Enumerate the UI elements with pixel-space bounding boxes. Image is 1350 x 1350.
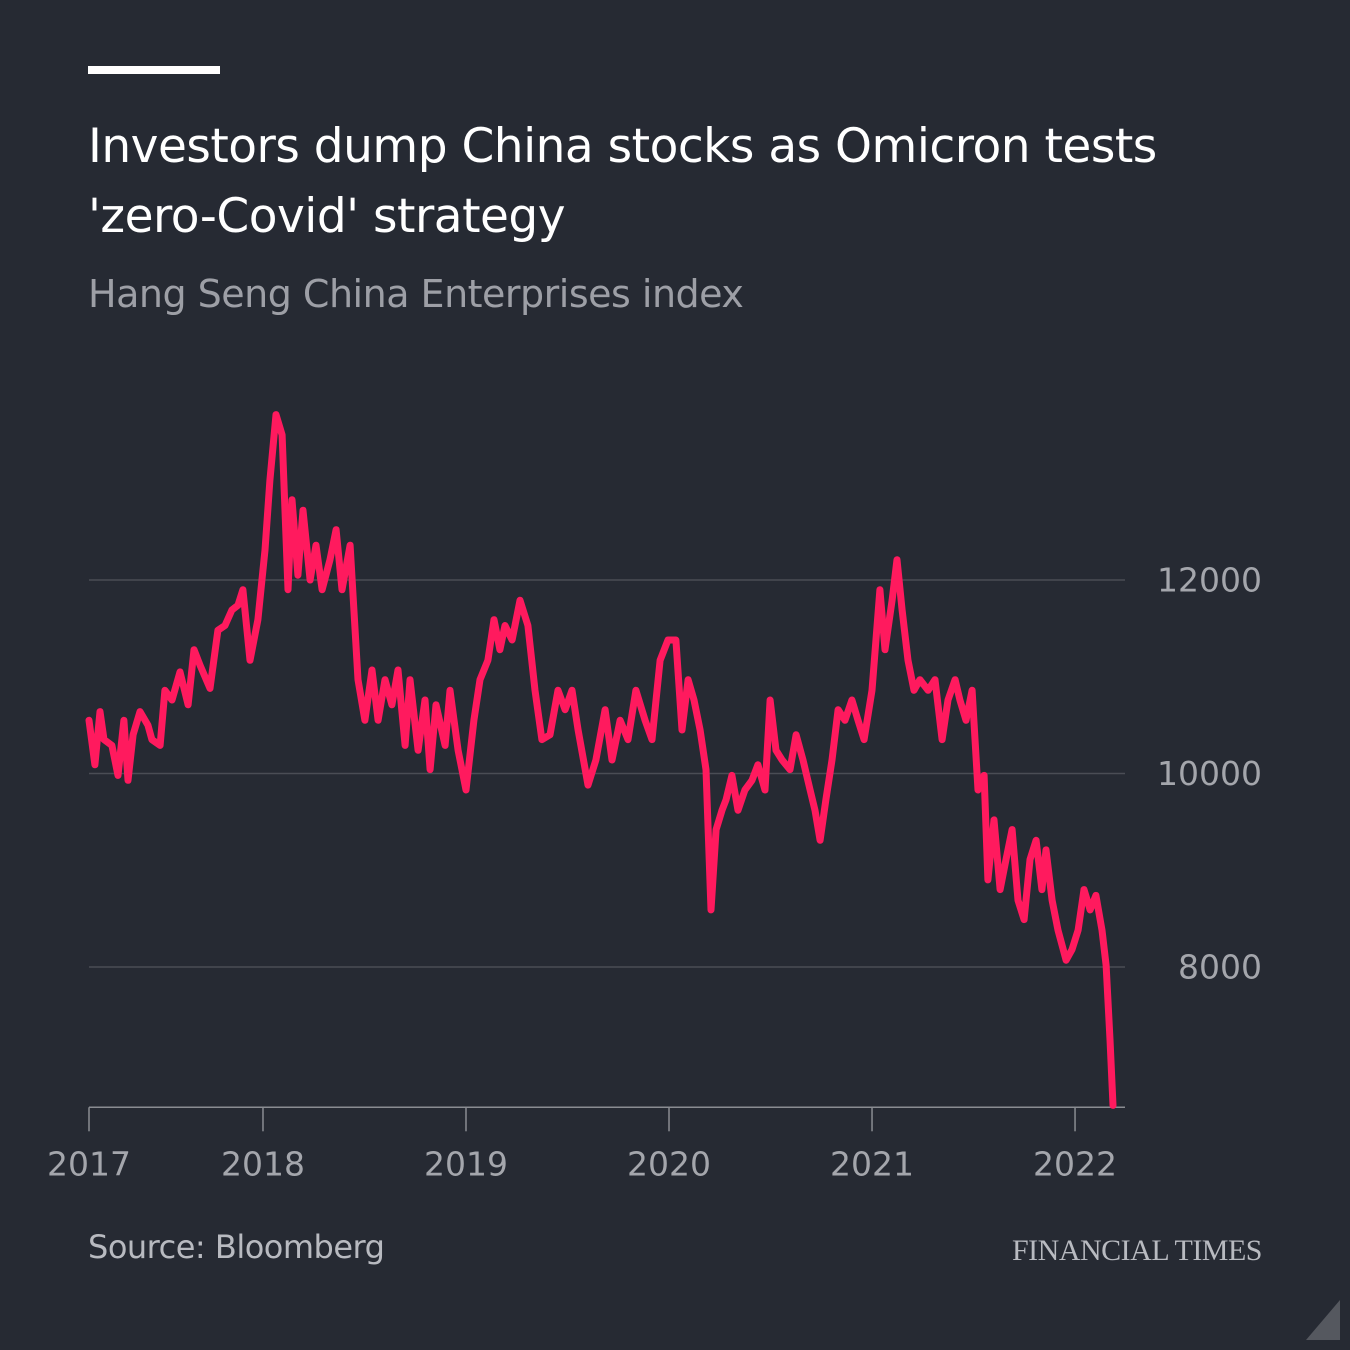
x-tick-label: 2022 [1033, 1145, 1117, 1184]
y-tick-label: 12000 [1157, 561, 1262, 600]
x-tick-label: 2018 [221, 1145, 305, 1184]
y-tick-label: 10000 [1157, 754, 1262, 793]
top-rule [88, 66, 220, 74]
chart-title: Investors dump China stocks as Omicron t… [88, 119, 1157, 244]
data-line [85, 411, 1117, 1109]
chart-subtitle: Hang Seng China Enterprises index [88, 272, 744, 316]
source: Source: Bloomberg [88, 1228, 385, 1266]
brand: FINANCIAL TIMES [1011, 1234, 1263, 1267]
x-tick-label: 2019 [424, 1145, 508, 1184]
x-tick-label: 2020 [627, 1145, 711, 1184]
x-tick-label: 2017 [47, 1145, 131, 1184]
y-tick-label: 8000 [1178, 948, 1262, 987]
corner-mark [1306, 1300, 1340, 1340]
x-tick-label: 2021 [830, 1145, 914, 1184]
